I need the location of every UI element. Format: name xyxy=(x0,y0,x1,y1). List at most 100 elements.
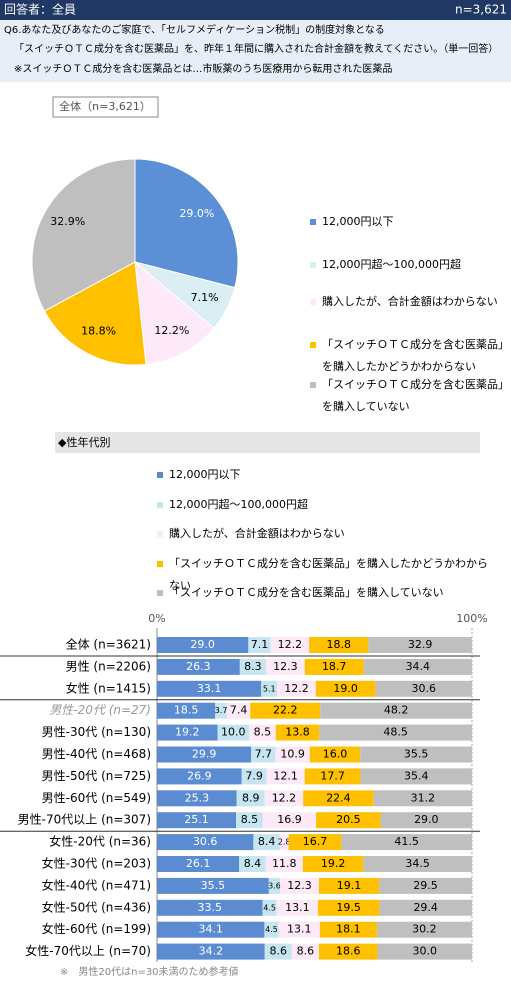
bar-value-label: 20.5 xyxy=(336,813,361,826)
legend-item: 「スイッチＯＴＣ成分を含む医薬品」を購入していない xyxy=(157,582,497,604)
x-tick-label: 100% xyxy=(456,612,487,625)
bar-segment xyxy=(157,877,269,894)
bar-segment xyxy=(316,812,381,829)
bar-value-label: 34.1 xyxy=(198,923,223,936)
bar-segment xyxy=(379,877,472,894)
bar-segment xyxy=(215,702,227,719)
category-label: 女性-20代 (n=36) xyxy=(49,834,151,849)
bar-segment xyxy=(319,724,472,741)
legend-label: 12,000円超～100,000円超 xyxy=(322,258,461,271)
bar-segment xyxy=(317,899,380,916)
bar-segment xyxy=(280,877,319,894)
bar-segment xyxy=(226,702,251,719)
legend-label: 「スイッチＯＴＣ成分を含む医薬品」を購入していない xyxy=(169,586,444,599)
bar-value-label: 8.9 xyxy=(242,791,260,804)
bar-segment xyxy=(157,899,263,916)
bar-segment xyxy=(318,877,380,894)
pie-value-label: 32.9% xyxy=(50,215,85,228)
bar-value-label: 3.7 xyxy=(215,706,228,715)
bar-segment xyxy=(157,637,249,653)
pie-title-box xyxy=(52,96,159,118)
legend-marker xyxy=(310,342,316,348)
legend-item: 「スイッチＯＴＣ成分を含む医薬品」を購入したかどうかわからない xyxy=(157,553,497,597)
bar-value-label: 33.1 xyxy=(197,682,222,695)
bar-value-label: 18.6 xyxy=(336,945,361,958)
bar-value-label: 7.1 xyxy=(251,638,269,651)
legend-marker xyxy=(157,501,163,508)
legend-label: 「スイッチＯＴＣ成分を含む医薬品」を購入していない xyxy=(322,378,504,413)
bar-segment xyxy=(368,637,472,653)
bar-value-label: 12.3 xyxy=(287,879,312,892)
bar-segment xyxy=(157,790,237,807)
bar-segment xyxy=(236,812,263,829)
bar-value-label: 34.4 xyxy=(406,660,431,673)
sample-size: n=3,621 xyxy=(455,3,507,17)
bar-segment xyxy=(291,943,319,960)
legend-item: 「スイッチＯＴＣ成分を含む医薬品」を購入していない xyxy=(310,374,505,418)
category-label: 男性-50代 (n=725) xyxy=(42,769,151,783)
bar-value-label: 34.5 xyxy=(405,857,430,870)
bar-segment xyxy=(264,943,292,960)
bar-value-label: 19.2 xyxy=(321,857,346,870)
bar-value-label: 17.7 xyxy=(320,769,345,782)
legend-marker xyxy=(157,590,163,596)
bar-value-label: 33.5 xyxy=(198,901,223,914)
pie-value-label: 29.0% xyxy=(179,207,214,220)
category-label: 女性-40代 (n=471) xyxy=(42,877,151,892)
bar-value-label: 3.6 xyxy=(268,881,281,890)
bar-value-label: 32.9 xyxy=(408,638,433,651)
category-label: 男性 (n=2206) xyxy=(66,659,151,673)
bar-segment xyxy=(278,921,320,938)
bar-value-label: 30.6 xyxy=(412,682,437,695)
bar-value-label: 8.4 xyxy=(244,857,262,870)
bar-segment xyxy=(341,834,472,851)
bar-segment xyxy=(309,637,369,653)
bar-value-label: 4.5 xyxy=(263,903,276,912)
bar-segment xyxy=(262,899,277,916)
legend-label: 12,000円超～100,000円超 xyxy=(169,497,308,511)
bar-segment xyxy=(265,658,305,675)
bar-value-label: 35.4 xyxy=(404,769,429,782)
bar-segment xyxy=(319,921,377,938)
legend-marker xyxy=(310,299,316,305)
category-label: 男性-60代 (n=549) xyxy=(42,791,151,805)
bar-segment xyxy=(360,746,472,763)
bar-value-label: 18.7 xyxy=(322,660,347,673)
bar-value-label: 41.5 xyxy=(394,835,419,848)
bar-segment xyxy=(264,921,279,938)
bar-segment xyxy=(250,702,321,719)
footnote: ※ 男性20代はn=30未満のため参考値 xyxy=(60,965,239,978)
bar-value-label: 8.5 xyxy=(254,726,272,739)
bar-segment xyxy=(239,856,266,872)
bar-segment xyxy=(302,856,364,872)
bar-value-label: 8.5 xyxy=(241,813,259,826)
bar-value-label: 35.5 xyxy=(404,748,429,761)
legend-marker xyxy=(157,531,163,537)
bar-segment xyxy=(157,812,237,829)
bar-value-label: 19.5 xyxy=(336,901,361,914)
category-label: 女性 (n=1415) xyxy=(66,680,151,695)
pie-title: 全体（n=3,621） xyxy=(59,99,151,113)
bar-value-label: 19.0 xyxy=(333,682,358,695)
bar-segment xyxy=(217,724,249,741)
bar-segment xyxy=(157,702,216,719)
bar-segment xyxy=(262,812,317,829)
bar-value-label: 16.7 xyxy=(303,835,328,848)
bar-value-label: 30.2 xyxy=(412,923,437,936)
bar-value-label: 11.8 xyxy=(272,857,297,870)
category-label: 男性-40代 (n=468) xyxy=(42,747,151,761)
category-label: 女性-50代 (n=436) xyxy=(42,899,151,914)
bar-value-label: 12.2 xyxy=(272,791,297,804)
bar-segment xyxy=(157,921,265,938)
legend-label: 12,000円以下 xyxy=(322,215,394,228)
category-label: 男性-30代 (n=130) xyxy=(42,725,151,739)
legend-marker xyxy=(157,560,163,567)
bar-value-label: 29.0 xyxy=(414,813,439,826)
bar-value-label: 16.0 xyxy=(323,748,348,761)
bar-segment xyxy=(377,943,472,960)
bar-value-label: 10.9 xyxy=(280,748,305,761)
bar-value-label: 35.5 xyxy=(201,879,226,892)
legend-marker xyxy=(310,219,316,225)
